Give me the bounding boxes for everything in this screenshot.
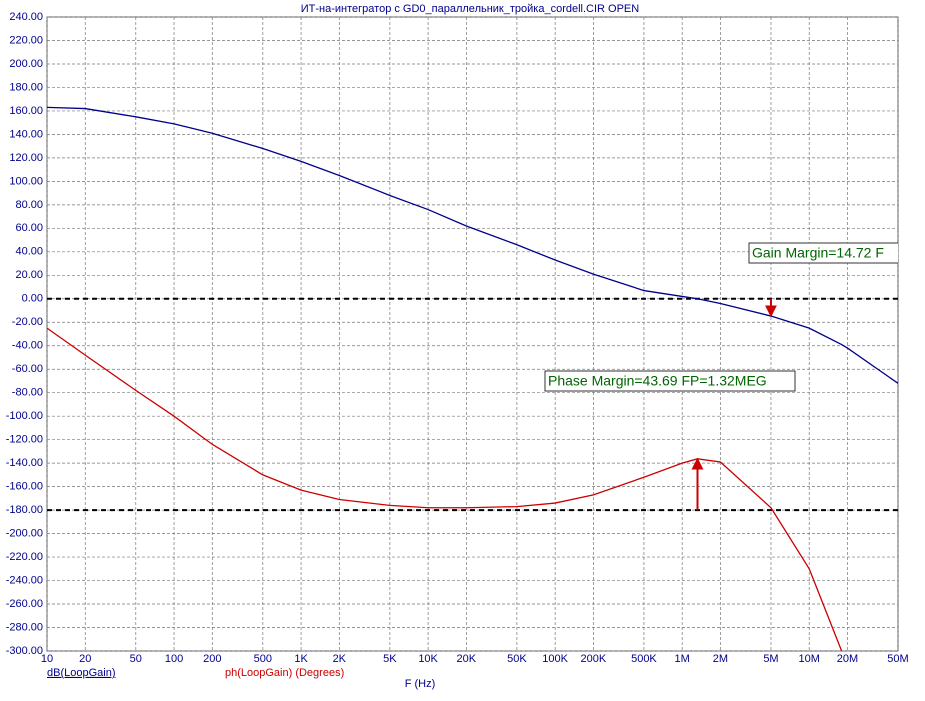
y-tick-label: -80.00 bbox=[12, 387, 43, 399]
y-tick-label: 60.00 bbox=[15, 222, 43, 234]
grid bbox=[46, 16, 899, 652]
y-tick-label: 100.00 bbox=[9, 175, 43, 187]
y-tick-label: 120.00 bbox=[9, 152, 43, 164]
y-tick-label: -140.00 bbox=[6, 457, 43, 469]
series-line bbox=[47, 327, 843, 651]
y-tick-label: -160.00 bbox=[6, 481, 43, 493]
x-tick-label: 10 bbox=[41, 653, 53, 665]
x-tick-label: 20M bbox=[837, 653, 858, 665]
annotation: Phase Margin=43.69 FP=1.32MEG bbox=[548, 373, 767, 389]
annotation: Gain Margin=14.72 F bbox=[752, 245, 884, 261]
y-tick-label: -220.00 bbox=[6, 551, 43, 563]
y-tick-label: -280.00 bbox=[6, 621, 43, 633]
y-tick-label: -260.00 bbox=[6, 598, 43, 610]
x-tick-label: 500K bbox=[631, 653, 657, 665]
x-tick-label: 20K bbox=[457, 653, 477, 665]
y-tick-label: -60.00 bbox=[12, 363, 43, 375]
y-tick-label: 220.00 bbox=[9, 34, 43, 46]
y-tick-label: -40.00 bbox=[12, 340, 43, 352]
x-tick-label: 1K bbox=[294, 653, 308, 665]
legend-entry: dB(LoopGain) bbox=[47, 667, 116, 679]
chart-title: ИТ-на-интегратор с GD0_параллельник_трой… bbox=[301, 3, 639, 15]
y-tick-label: -300.00 bbox=[6, 645, 43, 657]
series-line bbox=[47, 106, 898, 384]
plot-frame bbox=[46, 16, 899, 652]
x-axis-label: F (Hz) bbox=[405, 678, 436, 690]
x-tick-label: 50M bbox=[887, 653, 908, 665]
x-tick-label: 500 bbox=[254, 653, 272, 665]
y-tick-label: 140.00 bbox=[9, 128, 43, 140]
y-tick-label: -120.00 bbox=[6, 434, 43, 446]
x-tick-label: 5M bbox=[763, 653, 778, 665]
y-tick-label: -100.00 bbox=[6, 410, 43, 422]
y-tick-label: 0.00 bbox=[22, 293, 43, 305]
legend-entry: ph(LoopGain) (Degrees) bbox=[225, 667, 344, 679]
x-tick-label: 5K bbox=[383, 653, 397, 665]
x-tick-label: 20 bbox=[79, 653, 91, 665]
y-tick-label: 160.00 bbox=[9, 105, 43, 117]
y-tick-label: 40.00 bbox=[15, 246, 43, 258]
x-tick-label: 2K bbox=[333, 653, 347, 665]
x-tick-label: 1M bbox=[675, 653, 690, 665]
x-tick-label: 10K bbox=[418, 653, 438, 665]
y-tick-label: 180.00 bbox=[9, 81, 43, 93]
y-tick-label: -20.00 bbox=[12, 316, 43, 328]
y-tick-label: 80.00 bbox=[15, 199, 43, 211]
y-tick-label: 20.00 bbox=[15, 269, 43, 281]
y-tick-label: -240.00 bbox=[6, 574, 43, 586]
x-tick-label: 50K bbox=[507, 653, 527, 665]
x-tick-label: 10M bbox=[799, 653, 820, 665]
x-tick-label: 50 bbox=[130, 653, 142, 665]
x-tick-label: 2M bbox=[713, 653, 728, 665]
annotation-box bbox=[544, 370, 796, 392]
x-tick-label: 200 bbox=[203, 653, 221, 665]
x-tick-label: 100K bbox=[542, 653, 568, 665]
y-tick-label: 240.00 bbox=[9, 11, 43, 23]
y-tick-label: 200.00 bbox=[9, 58, 43, 70]
y-tick-label: -200.00 bbox=[6, 527, 43, 539]
x-tick-label: 200K bbox=[581, 653, 607, 665]
plot-area: Gain Margin=14.72 F Phase Margin=43.69 FP… bbox=[47, 106, 898, 651]
x-tick-label: 100 bbox=[165, 653, 183, 665]
annotation-box bbox=[748, 242, 898, 264]
y-tick-label: -180.00 bbox=[6, 504, 43, 516]
